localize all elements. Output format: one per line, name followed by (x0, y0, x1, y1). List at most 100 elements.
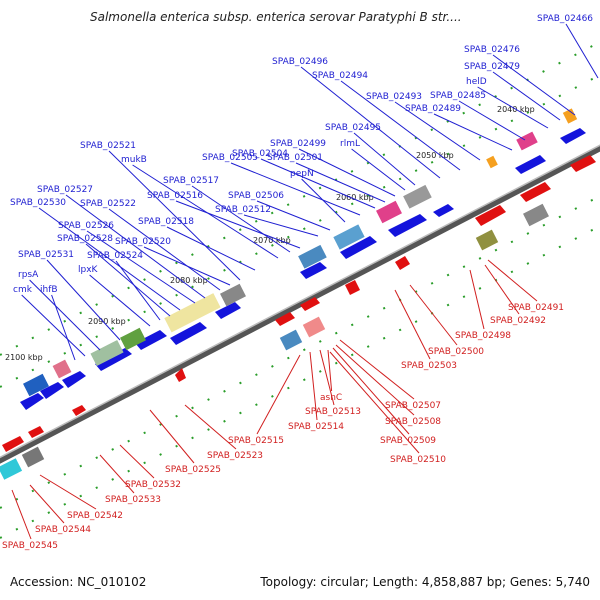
leader-line (38, 207, 181, 311)
gene-label-top[interactable]: SPAB_02506 (228, 191, 331, 231)
gene-label-top[interactable]: SPAB_02528 (57, 234, 171, 317)
gene-label-top[interactable]: SPAB_02521 (80, 141, 241, 281)
gene-label-top[interactable]: cmk (13, 285, 86, 357)
gene-label-top[interactable]: SPAB_02504 (232, 149, 376, 209)
leader-line (351, 148, 406, 191)
gene-label-bottom[interactable]: SPAB_02498 (455, 269, 511, 341)
gene-label-top[interactable]: SPAB_02466 (537, 14, 599, 79)
gene-label-top[interactable]: SPAB_02476 (464, 45, 576, 116)
gene-name-text: SPAB_02498 (455, 331, 511, 341)
gene-name-text: SPAB_02530 (10, 198, 66, 208)
reverse-genes (2, 155, 596, 452)
leader-line (295, 162, 386, 203)
gene-label-top[interactable]: SPAB_02517 (163, 176, 291, 253)
forward-genes (20, 128, 586, 410)
leader-line (39, 474, 97, 510)
leader-line (85, 243, 171, 317)
gene-name-text: SPAB_02523 (207, 451, 263, 461)
leader-line (492, 54, 576, 116)
gene-label-top[interactable]: SPAB_02524 (87, 251, 161, 321)
gene-label-top[interactable]: SPAB_02496 (272, 57, 441, 179)
gene-name-text: SPAB_02544 (35, 525, 91, 535)
map-title: Salmonella enterica subsp. enterica sero… (90, 10, 462, 24)
gene-label-top[interactable]: SPAB_02516 (147, 191, 301, 249)
gene-name-text: helD (466, 77, 487, 87)
kbp-tick-label: 2090 kbp (88, 317, 126, 326)
gene-label-top[interactable]: SPAB_02531 (18, 250, 121, 341)
gene-name-text: SPAB_02503 (401, 361, 457, 371)
gene-label-bottom[interactable]: SPAB_02542 (39, 474, 123, 521)
gene-label-bottom[interactable]: asnC (320, 349, 342, 403)
gene-label-bottom[interactable]: SPAB_02523 (184, 404, 263, 461)
gene-label-bottom[interactable]: SPAB_02508 (335, 344, 441, 427)
gene-name-text: pepN (290, 169, 314, 179)
genome-meta-text: Topology: circular; Length: 4,858,887 bp… (260, 575, 590, 589)
gene-label-top[interactable]: SPAB_02518 (138, 217, 256, 271)
gene-label-top[interactable]: SPAB_02495 (325, 123, 416, 186)
leader-line (132, 164, 279, 259)
leader-line (327, 349, 333, 392)
gene-name-text: SPAB_02513 (305, 407, 361, 417)
gene-label-top[interactable]: pepN (290, 169, 346, 223)
gene-label-top[interactable]: lpxK (78, 265, 151, 327)
gene-label-top[interactable]: ihfB (40, 285, 76, 361)
gene-label-bottom[interactable]: SPAB_02503 (394, 289, 457, 371)
gene-name-text: SPAB_02495 (325, 123, 381, 133)
gene-label-top[interactable]: SPAB_02530 (10, 198, 181, 311)
gene-label-top[interactable]: mukB (121, 155, 279, 259)
gene-label-top[interactable]: SPAB_02501 (267, 153, 386, 203)
gene-name-text: SPAB_02521 (80, 141, 136, 151)
leader-line (353, 132, 416, 186)
gene-label-bottom[interactable]: SPAB_02510 (329, 351, 446, 465)
gene-label-bottom[interactable]: SPAB_02507 (339, 339, 441, 411)
gene-name-text: SPAB_02533 (105, 495, 161, 505)
gene-label-bottom[interactable]: SPAB_02492 (484, 264, 546, 326)
gene-label-bottom[interactable]: SPAB_02545 (2, 489, 58, 551)
gene-name-text: SPAB_02500 (428, 347, 484, 357)
leader-line (46, 259, 121, 341)
gene-label-top[interactable]: SPAB_02512 (215, 205, 319, 237)
gene-label-bottom[interactable]: SPAB_02533 (99, 454, 161, 505)
gene-label-bottom[interactable]: SPAB_02514 (288, 351, 344, 432)
gene-name-text: SPAB_02479 (464, 62, 520, 72)
gene-label-top[interactable]: SPAB_02505 (202, 153, 361, 216)
gene-label-top[interactable]: rlmL (340, 139, 406, 191)
gene-name-text: SPAB_02504 (232, 149, 288, 159)
gene-name-text: SPAB_02532 (125, 480, 181, 490)
leader-line (86, 230, 196, 304)
gene-name-text: SPAB_02493 (366, 92, 422, 102)
gene-label-top[interactable]: SPAB_02485 (430, 91, 526, 141)
kbp-tick-label: 2080 kbp (170, 276, 208, 285)
gene-label-bottom[interactable]: SPAB_02525 (149, 409, 221, 475)
gene-label-top[interactable]: helD (466, 77, 549, 129)
gene-label-top[interactable]: SPAB_02527 (37, 185, 206, 299)
gene-label-top[interactable]: SPAB_02499 (270, 139, 396, 197)
gene-label-top[interactable]: SPAB_02479 (464, 62, 561, 121)
gene-label-top[interactable]: SPAB_02493 (366, 92, 481, 161)
gene-label-bottom[interactable]: SPAB_02532 (119, 444, 181, 490)
feature-blocks-upper (23, 108, 578, 397)
gene-label-top[interactable]: rpsA (18, 270, 101, 351)
leader-line (256, 200, 331, 231)
gene-label-bottom[interactable]: SPAB_02515 (228, 354, 301, 446)
gene-label-top[interactable]: SPAB_02522 (80, 199, 221, 291)
gene-label-top[interactable]: SPAB_02526 (58, 221, 196, 304)
leader-line (339, 339, 415, 400)
leader-line (298, 148, 396, 197)
gene-label-bottom[interactable]: SPAB_02544 (29, 484, 91, 535)
leader-line (21, 294, 86, 357)
gene-label-top[interactable]: SPAB_02494 (312, 71, 461, 171)
gene-label-bottom[interactable]: SPAB_02500 (409, 284, 484, 357)
genome-backbone (0, 144, 600, 464)
gene-label-bottom[interactable]: SPAB_02491 (487, 259, 564, 313)
gene-label-top[interactable]: SPAB_02489 (405, 104, 513, 151)
gene-name-text: rpsA (18, 270, 39, 280)
leader-line (119, 444, 155, 479)
gene-name-text: SPAB_02520 (115, 237, 171, 247)
gene-name-text: asnC (320, 393, 342, 403)
gene-name-text: SPAB_02507 (385, 401, 441, 411)
leader-line (243, 214, 319, 237)
leader-line (108, 208, 221, 291)
gene-label-bottom[interactable]: SPAB_02513 (305, 349, 361, 417)
